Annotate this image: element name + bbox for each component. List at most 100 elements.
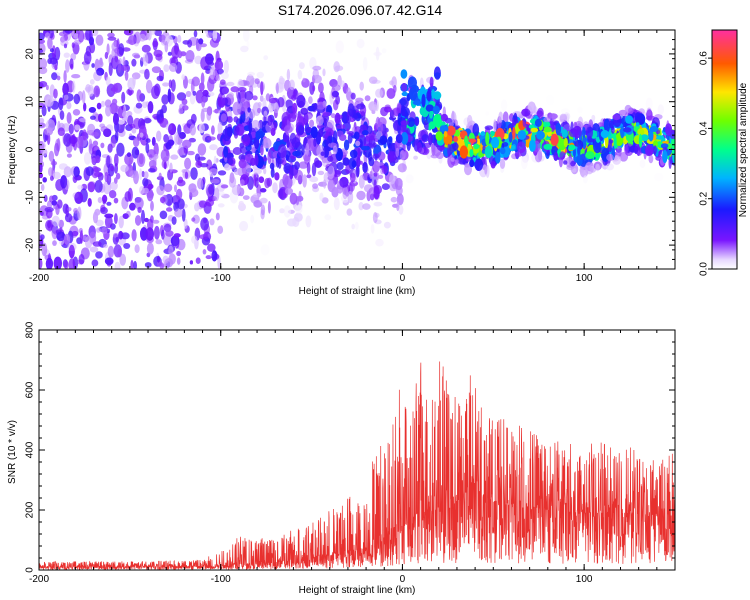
spectrogram-blob	[377, 151, 386, 161]
spectrogram-blob	[122, 56, 126, 67]
spectrogram-blob	[165, 141, 172, 150]
spectrogram-blob	[395, 185, 403, 196]
spectrogram-blob	[63, 52, 70, 58]
spectrogram-blob	[354, 221, 359, 230]
spectrogram-blob	[174, 208, 183, 218]
spectrogram-blob	[320, 151, 325, 157]
spectrogram-blob	[207, 243, 216, 252]
spectrogram-blob	[233, 168, 241, 176]
spectrogram-blob	[217, 97, 226, 108]
spectrogram-blob	[104, 99, 112, 108]
spectrogram-blob	[146, 242, 154, 255]
spectrogram-blob	[309, 81, 315, 95]
spectrogram-blob	[79, 117, 87, 123]
spectrogram-blob	[110, 165, 114, 172]
spectrogram-blob	[79, 230, 83, 244]
spectrogram-blob	[342, 121, 351, 132]
spectrogram-blob	[484, 125, 494, 130]
spectrogram-blob	[543, 143, 553, 150]
spectrogram-blob	[381, 165, 388, 175]
spectrogram-blob	[646, 109, 653, 121]
spectrogram-cells	[39, 30, 675, 269]
y-tick-label: 400	[25, 441, 36, 458]
spectrogram-blob	[467, 114, 473, 126]
spectrogram-blob	[145, 142, 150, 154]
spectrogram-blob	[310, 126, 318, 139]
spectrogram-blob	[384, 106, 392, 113]
spectrogram-blob	[254, 78, 260, 85]
spectrogram-blob	[450, 157, 455, 162]
spectrogram-blob	[85, 84, 91, 93]
spectrogram-blob	[217, 170, 227, 176]
spectrogram-blob	[72, 42, 80, 55]
spectrogram-blob	[305, 142, 310, 156]
spectrogram-blob	[358, 174, 365, 189]
spectrogram-blob	[259, 95, 264, 102]
spectrogram-blob	[88, 107, 96, 113]
spectrogram-blob	[331, 84, 341, 92]
spectrogram-blob	[270, 167, 275, 178]
snr-panel: -200 -100 0 100 0 200 400 600 800 Height of stra…	[7, 321, 676, 596]
spectrogram-blob	[68, 123, 74, 135]
spectrogram-blob	[517, 130, 527, 140]
spectrogram-blob	[48, 150, 55, 162]
spectrogram-blob	[207, 78, 215, 92]
spectrogram-blob	[444, 82, 449, 90]
spectrogram-blob	[327, 179, 336, 193]
spectrogram-blob	[114, 153, 119, 167]
spectrogram-blob	[96, 102, 102, 110]
spectrogram-blob	[64, 213, 73, 223]
spectrogram-blob	[606, 153, 614, 162]
spectrogram-blob	[117, 248, 122, 258]
spectrogram-blob	[139, 132, 144, 138]
spectrogram-blob	[68, 244, 75, 259]
spectrogram-blob	[372, 104, 378, 111]
spectrogram-blob	[62, 82, 69, 96]
spectrogram-blob	[428, 132, 433, 146]
spectrogram-blob	[613, 135, 617, 150]
spectrogram-blob	[273, 102, 279, 114]
spectrogram-blob	[74, 124, 81, 131]
spectrogram-blob	[136, 89, 142, 102]
spectrogram-blob	[217, 203, 225, 208]
spectrogram-blob	[169, 62, 178, 72]
spectrogram-blob	[401, 83, 408, 92]
spectrogram-blob	[260, 204, 266, 216]
spectrogram-blob	[186, 150, 195, 156]
spectrogram-blob	[312, 68, 319, 80]
spectrogram-blob	[83, 51, 92, 65]
spectrogram-blob	[118, 230, 124, 240]
spectrogram-blob	[151, 66, 161, 74]
spectrogram-blob	[181, 208, 186, 222]
spectrogram-blob	[452, 142, 459, 151]
spectrogram-blob	[114, 213, 118, 225]
spectrogram-blob	[583, 175, 588, 184]
spectrogram-blob	[197, 177, 204, 190]
spectrogram-blob	[291, 137, 301, 149]
spectrogram-blob	[286, 139, 290, 148]
spectrogram-blob	[367, 125, 373, 135]
spectrogram-blob	[165, 230, 174, 237]
spectrogram-blob	[257, 101, 262, 108]
spectrogram-blob	[289, 165, 294, 180]
spectrogram-blob	[200, 109, 205, 123]
spectrogram-blob	[312, 65, 322, 71]
spectrogram-blob	[93, 85, 101, 98]
spectrogram-blob	[71, 74, 81, 79]
spectrogram-blob	[142, 101, 148, 109]
spectrogram-blob	[148, 168, 156, 173]
spectrogram-blob	[51, 215, 60, 227]
spectrogram-blob	[147, 101, 154, 114]
spectrogram-blob	[395, 133, 403, 144]
spectrogram-blob	[189, 93, 196, 105]
spectrogram-blob	[433, 91, 442, 100]
spectrogram-blob	[645, 97, 653, 111]
spectrogram-blob	[260, 188, 267, 193]
spectrogram-blob	[191, 235, 198, 244]
spectrogram-blob	[368, 132, 377, 141]
spectrogram-blob	[223, 139, 231, 145]
spectrogram-blob	[252, 95, 258, 101]
spectrogram-blob	[91, 259, 99, 267]
spectrogram-blob	[81, 90, 86, 104]
spectrogram-blob	[242, 134, 251, 147]
